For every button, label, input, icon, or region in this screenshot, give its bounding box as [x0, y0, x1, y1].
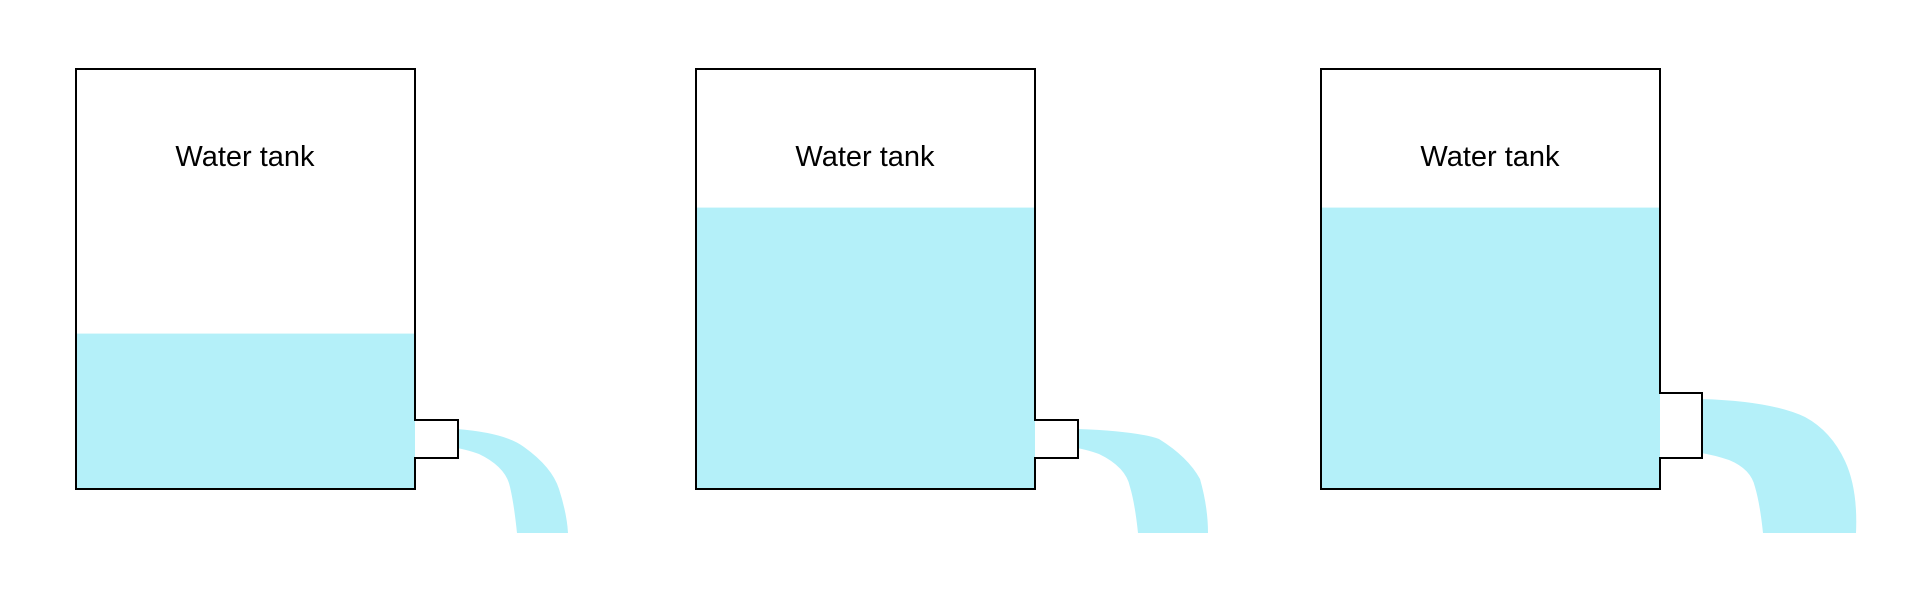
tank-2: Water tank: [695, 68, 1208, 533]
tank-2-label: Water tank: [795, 141, 935, 173]
tank-2-outlet-stream: [1077, 429, 1208, 533]
tank-3-label: Water tank: [1420, 141, 1560, 173]
tank-1-label: Water tank: [175, 141, 315, 173]
tank-1-outline: [75, 68, 459, 490]
tank-2-outline: [695, 68, 1079, 490]
tank-3: Water tank: [1320, 68, 1857, 533]
tank-1-outlet-stream: [457, 429, 568, 533]
tank-3-outlet-stream: [1701, 399, 1857, 533]
tank-1-water: [76, 333, 415, 489]
tank-3-water: [1321, 207, 1660, 489]
tank-2-water: [696, 207, 1035, 489]
tank-1: Water tank: [75, 68, 568, 533]
tank-3-outline: [1320, 68, 1703, 490]
